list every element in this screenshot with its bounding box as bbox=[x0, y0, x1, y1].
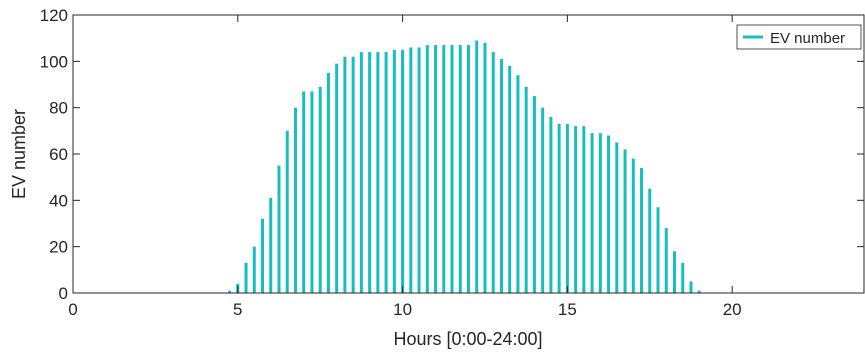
y-tick-label: 80 bbox=[49, 99, 68, 118]
bar bbox=[672, 251, 676, 293]
y-tick-label: 120 bbox=[40, 6, 68, 25]
bar bbox=[607, 135, 611, 293]
x-tick-label: 20 bbox=[723, 300, 742, 319]
bar bbox=[565, 123, 569, 293]
y-tick-label: 20 bbox=[49, 238, 68, 257]
bar bbox=[434, 45, 438, 294]
y-tick-label: 40 bbox=[49, 191, 68, 210]
bar bbox=[252, 246, 256, 293]
bar bbox=[401, 49, 405, 293]
bar bbox=[689, 281, 693, 293]
bar bbox=[384, 52, 388, 293]
y-tick-label: 60 bbox=[49, 145, 68, 164]
x-tick-label: 5 bbox=[233, 300, 242, 319]
legend: EV number bbox=[736, 24, 862, 50]
bar bbox=[351, 56, 355, 294]
bar bbox=[310, 91, 314, 293]
bar bbox=[425, 45, 429, 294]
bar bbox=[277, 165, 281, 293]
bar bbox=[417, 47, 421, 294]
bar bbox=[269, 198, 273, 293]
bar bbox=[368, 52, 372, 293]
bar bbox=[664, 228, 668, 293]
bar bbox=[516, 75, 520, 293]
bar bbox=[261, 218, 265, 293]
bar bbox=[326, 72, 330, 293]
bar bbox=[392, 49, 396, 293]
x-tick-label: 10 bbox=[393, 300, 412, 319]
y-axis: 0 20 40 60 80 100 120 bbox=[40, 6, 864, 303]
bar bbox=[598, 133, 602, 293]
x-axis: 0 5 10 15 20 bbox=[68, 15, 742, 319]
bar bbox=[228, 290, 232, 293]
bar bbox=[549, 116, 553, 294]
bar bbox=[491, 52, 495, 293]
bar bbox=[499, 59, 503, 293]
bar bbox=[656, 207, 660, 293]
bar bbox=[450, 45, 454, 294]
bar bbox=[631, 158, 635, 293]
y-tick-label: 0 bbox=[59, 284, 68, 303]
bar bbox=[376, 52, 380, 293]
bar-series bbox=[228, 40, 701, 294]
bar bbox=[524, 86, 528, 293]
bar bbox=[532, 96, 536, 293]
bar bbox=[302, 91, 306, 293]
bar bbox=[640, 167, 644, 293]
bar bbox=[648, 188, 652, 293]
y-tick-label: 100 bbox=[40, 52, 68, 71]
bar bbox=[475, 40, 479, 294]
bar bbox=[697, 290, 701, 293]
bar bbox=[615, 142, 619, 293]
x-axis-label: Hours [0:00-24:00] bbox=[393, 329, 542, 349]
bar bbox=[285, 130, 289, 293]
x-tick-label: 0 bbox=[68, 300, 77, 319]
bar bbox=[582, 126, 586, 293]
bar bbox=[623, 149, 627, 293]
bar bbox=[442, 45, 446, 294]
bar bbox=[574, 126, 578, 293]
bar bbox=[508, 65, 512, 293]
bar bbox=[409, 47, 413, 294]
bar bbox=[590, 133, 594, 293]
y-axis-label: EV number bbox=[9, 109, 29, 199]
legend-entry: EV number bbox=[770, 30, 845, 47]
bar bbox=[318, 86, 322, 293]
bar bbox=[335, 63, 339, 294]
bar bbox=[557, 123, 561, 293]
bar bbox=[244, 262, 248, 293]
bar bbox=[681, 262, 685, 293]
bar bbox=[343, 56, 347, 294]
bar bbox=[483, 42, 487, 293]
bar bbox=[458, 45, 462, 294]
bar bbox=[541, 107, 545, 293]
bar bbox=[359, 52, 363, 293]
x-tick-label: 15 bbox=[558, 300, 577, 319]
bar bbox=[467, 45, 470, 294]
bar bbox=[293, 107, 297, 293]
